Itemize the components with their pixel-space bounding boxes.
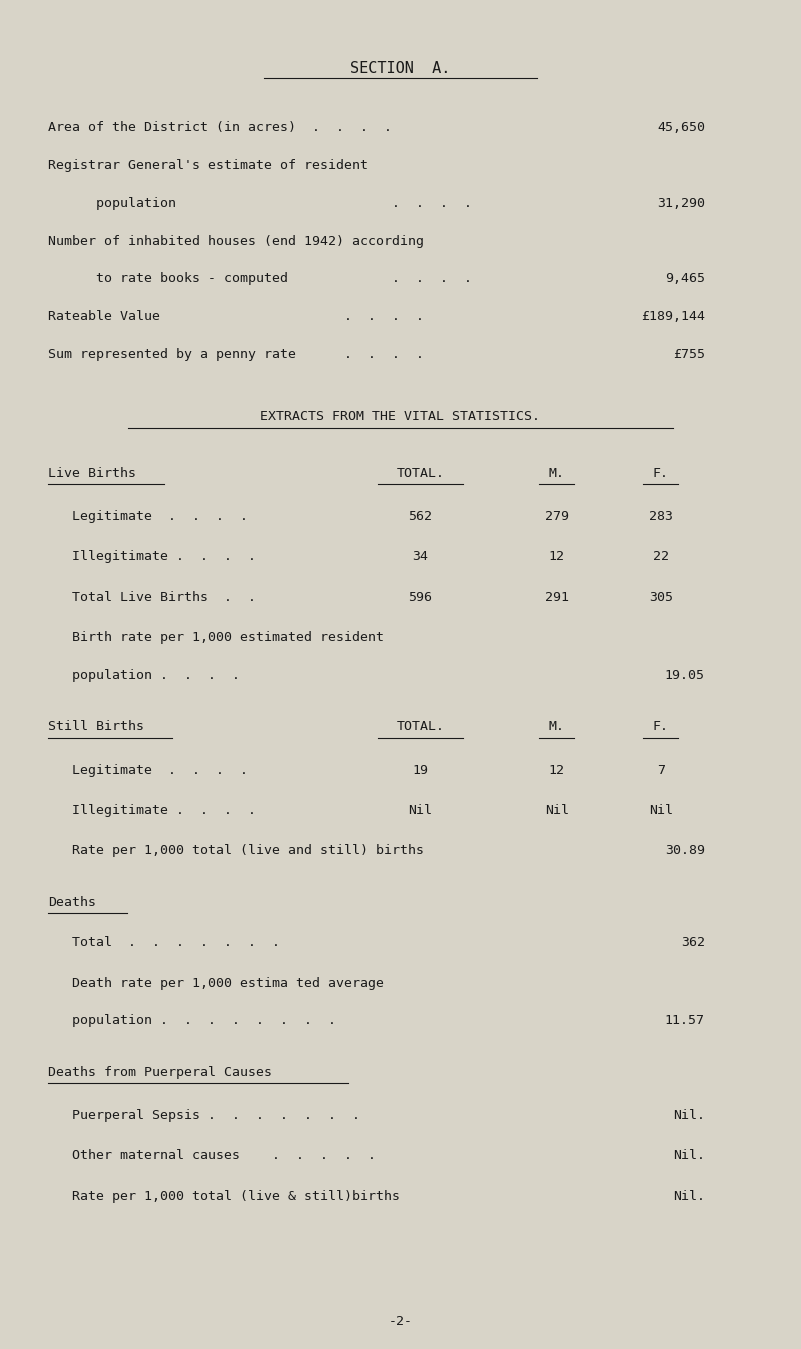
Text: Deaths: Deaths bbox=[48, 896, 96, 909]
Text: 11.57: 11.57 bbox=[665, 1014, 705, 1028]
Text: Deaths from Puerperal Causes: Deaths from Puerperal Causes bbox=[48, 1066, 272, 1079]
Text: 34: 34 bbox=[413, 550, 429, 564]
Text: Registrar General's estimate of resident: Registrar General's estimate of resident bbox=[48, 159, 368, 173]
Text: Nil: Nil bbox=[409, 804, 433, 817]
Text: 12: 12 bbox=[549, 764, 565, 777]
Text: 596: 596 bbox=[409, 591, 433, 604]
Text: 22: 22 bbox=[653, 550, 669, 564]
Text: Illegitimate .  .  .  .: Illegitimate . . . . bbox=[48, 804, 256, 817]
Text: Area of the District (in acres)  .  .  .  .: Area of the District (in acres) . . . . bbox=[48, 121, 392, 135]
Text: F.: F. bbox=[653, 467, 669, 480]
Text: SECTION  A.: SECTION A. bbox=[350, 61, 451, 76]
Text: 291: 291 bbox=[545, 591, 569, 604]
Text: Illegitimate .  .  .  .: Illegitimate . . . . bbox=[48, 550, 256, 564]
Text: 362: 362 bbox=[681, 936, 705, 950]
Text: population .  .  .  .: population . . . . bbox=[48, 669, 240, 683]
Text: -2-: -2- bbox=[388, 1315, 413, 1329]
Text: 31,290: 31,290 bbox=[657, 197, 705, 210]
Text: 45,650: 45,650 bbox=[657, 121, 705, 135]
Text: Nil: Nil bbox=[545, 804, 569, 817]
Text: M.: M. bbox=[549, 720, 565, 734]
Text: 7: 7 bbox=[657, 764, 665, 777]
Text: Death rate per 1,000 estima ted average: Death rate per 1,000 estima ted average bbox=[48, 977, 384, 990]
Text: Other maternal causes    .  .  .  .  .: Other maternal causes . . . . . bbox=[48, 1149, 376, 1163]
Text: 30.89: 30.89 bbox=[665, 844, 705, 858]
Text: EXTRACTS FROM THE VITAL STATISTICS.: EXTRACTS FROM THE VITAL STATISTICS. bbox=[260, 410, 541, 424]
Text: £189,144: £189,144 bbox=[641, 310, 705, 324]
Text: M.: M. bbox=[549, 467, 565, 480]
Text: Nil.: Nil. bbox=[673, 1149, 705, 1163]
Text: population .  .  .  .  .  .  .  .: population . . . . . . . . bbox=[48, 1014, 336, 1028]
Text: F.: F. bbox=[653, 720, 669, 734]
Text: TOTAL.: TOTAL. bbox=[396, 720, 445, 734]
Text: Rate per 1,000 total (live and still) births: Rate per 1,000 total (live and still) bi… bbox=[48, 844, 424, 858]
Text: 283: 283 bbox=[649, 510, 673, 523]
Text: TOTAL.: TOTAL. bbox=[396, 467, 445, 480]
Text: Nil.: Nil. bbox=[673, 1109, 705, 1122]
Text: Nil.: Nil. bbox=[673, 1190, 705, 1203]
Text: Rateable Value                       .  .  .  .: Rateable Value . . . . bbox=[48, 310, 424, 324]
Text: Still Births: Still Births bbox=[48, 720, 144, 734]
Text: Legitimate  .  .  .  .: Legitimate . . . . bbox=[48, 764, 248, 777]
Text: Number of inhabited houses (end 1942) according: Number of inhabited houses (end 1942) ac… bbox=[48, 235, 424, 248]
Text: Birth rate per 1,000 estimated resident: Birth rate per 1,000 estimated resident bbox=[48, 631, 384, 645]
Text: 9,465: 9,465 bbox=[665, 272, 705, 286]
Text: Live Births: Live Births bbox=[48, 467, 136, 480]
Text: 305: 305 bbox=[649, 591, 673, 604]
Text: £755: £755 bbox=[673, 348, 705, 362]
Text: Rate per 1,000 total (live & still)births: Rate per 1,000 total (live & still)birth… bbox=[48, 1190, 400, 1203]
Text: 19.05: 19.05 bbox=[665, 669, 705, 683]
Text: Puerperal Sepsis .  .  .  .  .  .  .: Puerperal Sepsis . . . . . . . bbox=[48, 1109, 360, 1122]
Text: Sum represented by a penny rate      .  .  .  .: Sum represented by a penny rate . . . . bbox=[48, 348, 424, 362]
Text: Legitimate  .  .  .  .: Legitimate . . . . bbox=[48, 510, 248, 523]
Text: Total Live Births  .  .: Total Live Births . . bbox=[48, 591, 256, 604]
Text: 19: 19 bbox=[413, 764, 429, 777]
Text: 562: 562 bbox=[409, 510, 433, 523]
Text: 279: 279 bbox=[545, 510, 569, 523]
Text: population                           .  .  .  .: population . . . . bbox=[96, 197, 472, 210]
Text: Total  .  .  .  .  .  .  .: Total . . . . . . . bbox=[48, 936, 280, 950]
Text: to rate books - computed             .  .  .  .: to rate books - computed . . . . bbox=[96, 272, 472, 286]
Text: 12: 12 bbox=[549, 550, 565, 564]
Text: Nil: Nil bbox=[649, 804, 673, 817]
